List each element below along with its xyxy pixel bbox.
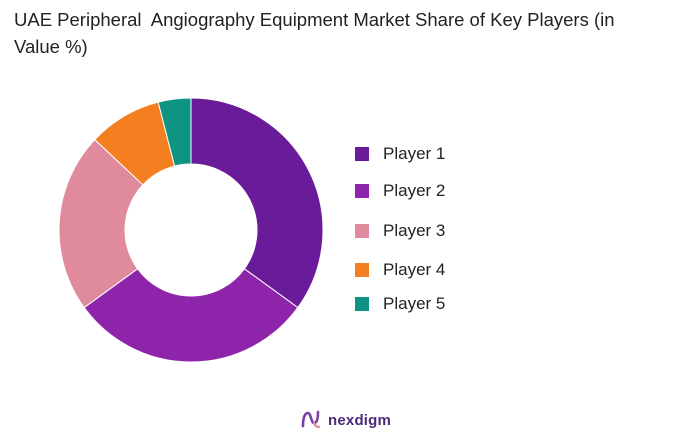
legend-item-player-3[interactable]: Player 3 xyxy=(355,221,445,241)
legend-item-player-5[interactable]: Player 5 xyxy=(355,294,445,314)
legend-swatch xyxy=(355,263,369,277)
donut-slices xyxy=(58,97,324,363)
donut-slice-player-3[interactable] xyxy=(58,138,144,309)
legend-label: Player 2 xyxy=(383,181,446,200)
legend-label: Player 3 xyxy=(383,221,446,240)
legend-label: Player 1 xyxy=(383,144,446,163)
nexdigm-logo-icon xyxy=(301,410,321,429)
legend-swatch xyxy=(355,224,369,238)
donut-slice-player-1[interactable] xyxy=(190,97,324,309)
brand-logo: nexdigm xyxy=(300,409,391,431)
legend-swatch xyxy=(355,184,369,198)
legend-label: Player 5 xyxy=(383,294,446,313)
brand-name: nexdigm xyxy=(328,411,392,429)
legend-label: Player 4 xyxy=(383,260,446,279)
legend-item-player-4[interactable]: Player 4 xyxy=(355,260,445,280)
legend-item-player-2[interactable]: Player 2 xyxy=(355,181,445,201)
legend-swatch xyxy=(355,147,369,161)
donut-slice-player-2[interactable] xyxy=(83,268,299,363)
legend-swatch xyxy=(355,297,369,311)
legend-item-player-1[interactable]: Player 1 xyxy=(355,144,445,164)
chart-title: UAE Peripheral Angiography Equipment Mar… xyxy=(14,9,620,57)
donut-slice-player-5[interactable] xyxy=(157,97,192,167)
